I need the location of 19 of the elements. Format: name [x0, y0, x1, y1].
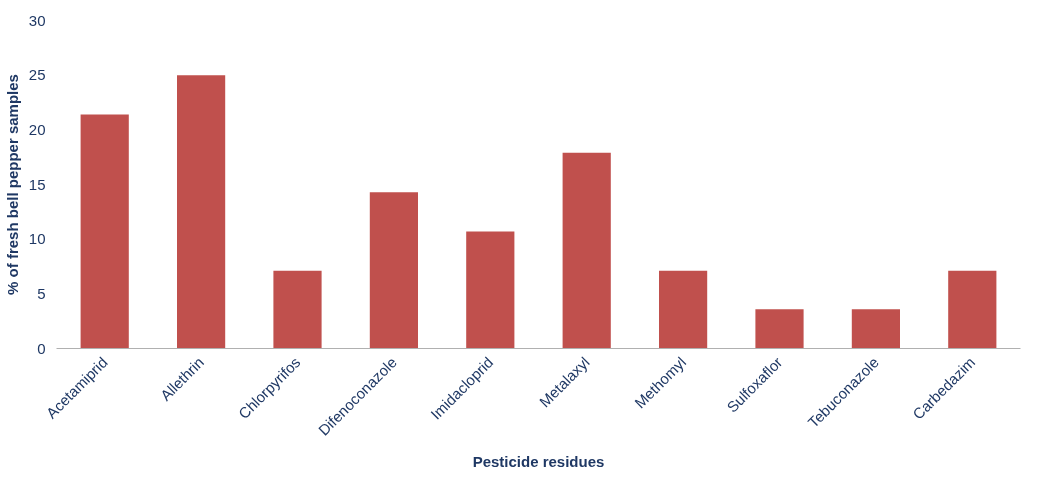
bar — [948, 270, 997, 349]
bar — [177, 75, 226, 349]
y-tick-label: 20 — [28, 120, 46, 138]
x-axis-title: Pesticide residues — [472, 452, 605, 470]
y-tick-label: 5 — [37, 284, 46, 302]
y-tick-label: 10 — [28, 230, 46, 248]
y-tick-label: 0 — [37, 339, 46, 357]
bar — [273, 270, 322, 349]
y-tick-label: 30 — [28, 11, 46, 29]
bar — [466, 231, 515, 349]
bar — [562, 152, 611, 349]
bar — [369, 192, 418, 349]
y-tick-label: 15 — [28, 175, 46, 193]
y-tick-label: 25 — [28, 66, 46, 84]
y-axis-title: % of fresh bell pepper samples — [3, 74, 21, 295]
bar — [755, 309, 804, 349]
bar — [80, 114, 129, 349]
bar — [851, 309, 900, 349]
bar — [659, 270, 708, 349]
